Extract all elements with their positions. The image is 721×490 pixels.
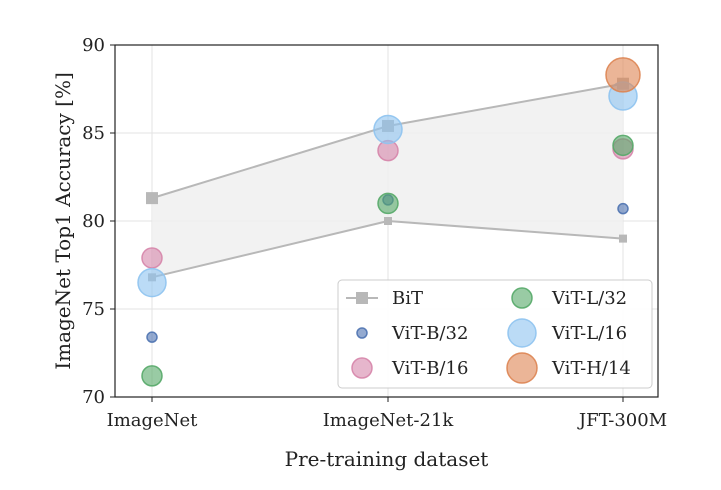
point-vit-b-32 (617, 202, 629, 215)
y-tick-label: 80 (82, 211, 105, 232)
legend-label: ViT-H/14 (551, 358, 631, 379)
y-tick-label: 85 (82, 123, 105, 144)
legend-swatch-vit-l-32 (511, 287, 533, 309)
legend-swatch-vit-h-14 (506, 352, 538, 384)
point-vit-l-32 (612, 134, 634, 157)
point-vit-h-14 (605, 57, 641, 93)
x-axis-label: Pre-training dataset (285, 447, 489, 471)
legend-swatch-vit-b-32 (356, 327, 368, 339)
point-vit-b-16 (141, 247, 163, 269)
bit-marker (384, 217, 392, 225)
point-vit-l-32 (141, 365, 163, 387)
bit-marker (146, 192, 158, 205)
legend-box (337, 279, 653, 389)
y-ticks: 70 75 80 85 90 (82, 35, 115, 408)
legend-label: ViT-L/16 (551, 323, 627, 344)
legend-swatch-vit-l-16 (507, 318, 537, 348)
y-axis-label: ImageNet Top1 Accuracy [%] (51, 72, 75, 370)
x-tick-label: JFT-300M (577, 410, 667, 431)
data-points (137, 57, 641, 387)
y-tick-label: 75 (82, 299, 105, 320)
point-vit-b-32 (146, 331, 158, 343)
legend: BiT ViT-L/32 ViT-B/32 ViT-L/16 ViT-B/16 ViT-H… (337, 279, 653, 389)
point-vit-l-16 (373, 114, 403, 145)
y-tick-label: 90 (82, 35, 105, 56)
point-vit-l-32 (377, 192, 399, 215)
y-tick-label: 70 (82, 387, 105, 408)
legend-marker-bit (356, 292, 368, 304)
legend-label: ViT-L/32 (551, 288, 627, 309)
legend-label: ViT-B/16 (391, 358, 468, 379)
legend-swatch-vit-b-16 (351, 357, 373, 379)
x-tick-label: ImageNet (107, 410, 198, 431)
bit-marker (619, 234, 627, 243)
x-ticks: ImageNet ImageNet-21k JFT-300M (107, 397, 667, 431)
x-tick-label: ImageNet-21k (323, 410, 455, 431)
legend-label: BiT (392, 288, 423, 309)
point-vit-l-16 (137, 267, 167, 298)
legend-label: ViT-B/32 (391, 323, 468, 344)
